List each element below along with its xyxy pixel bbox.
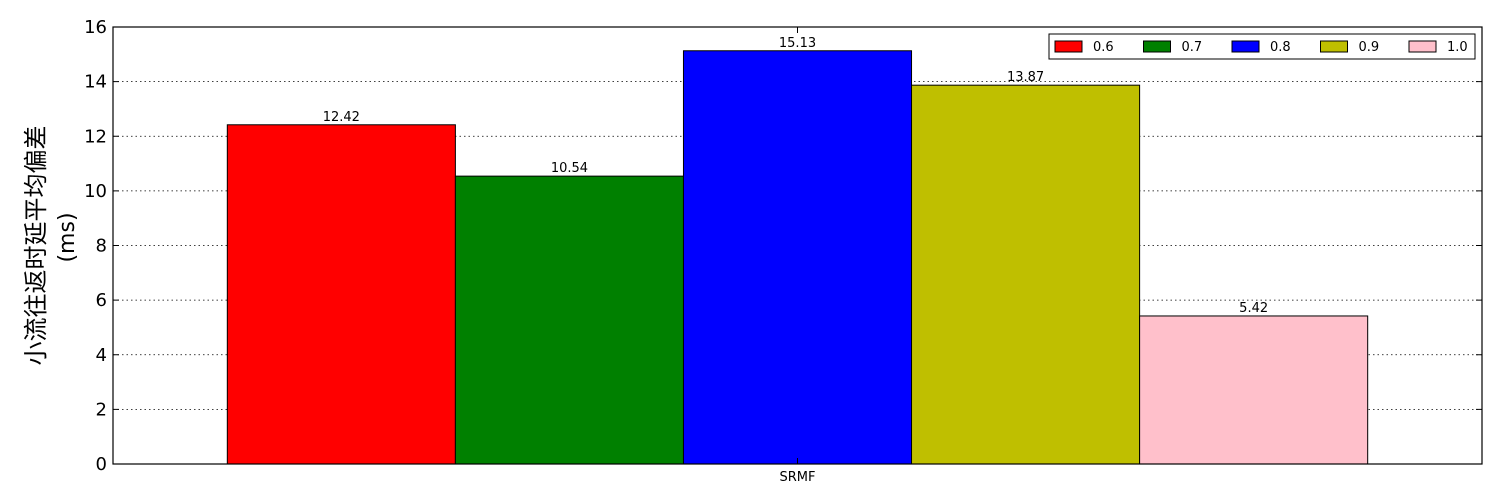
legend-label: 0.7	[1182, 40, 1203, 55]
data-label: 5.42	[1239, 301, 1268, 316]
bars	[226, 50, 1369, 465]
y-tick-label: 12	[84, 126, 107, 147]
legend-label: 0.8	[1270, 40, 1291, 55]
legend-box	[1048, 33, 1476, 60]
legend: 0.6 0.7 0.8 0.9 1.0	[1048, 33, 1476, 60]
x-axis-ticks: SRMF	[780, 27, 816, 485]
data-label: 12.42	[323, 110, 360, 125]
legend-swatch	[1231, 40, 1260, 53]
legend-swatch	[1054, 40, 1083, 53]
legend-swatch	[1143, 40, 1171, 53]
bar-0.8	[682, 50, 913, 465]
data-label: 15.13	[779, 36, 816, 51]
bar-0.7	[454, 175, 684, 465]
y-axis-label-group: 小流往返时延平均偏差 (ms)	[22, 126, 80, 366]
legend-swatch	[1408, 40, 1437, 53]
y-axis-ticks: 0 2 4 6 8 10 12 14 16	[84, 17, 1482, 475]
bar-0.6	[226, 124, 456, 465]
bar-0.9	[911, 84, 1141, 465]
data-labels: 12.42 10.54 15.13 13.87 5.42	[323, 36, 1268, 316]
legend-label: 0.9	[1359, 40, 1380, 55]
y-axis-label: 小流往返时延平均偏差	[22, 126, 50, 366]
y-tick-label: 6	[96, 290, 107, 311]
legend-swatch	[1320, 40, 1348, 53]
y-tick-label: 14	[84, 72, 107, 93]
legend-label: 0.6	[1093, 40, 1114, 55]
y-tick-label: 10	[84, 181, 107, 202]
y-tick-label: 8	[96, 236, 107, 257]
y-axis-unit-label: (ms)	[55, 212, 80, 262]
y-tick-label: 2	[96, 399, 107, 420]
y-tick-label: 4	[96, 345, 107, 366]
data-label: 13.87	[1007, 70, 1044, 85]
x-category-label: SRMF	[780, 470, 816, 485]
legend-label: 1.0	[1447, 40, 1468, 55]
bar-1.0	[1139, 315, 1369, 465]
y-tick-label: 16	[84, 17, 107, 38]
data-label: 10.54	[551, 161, 588, 176]
y-tick-label: 0	[96, 454, 107, 475]
